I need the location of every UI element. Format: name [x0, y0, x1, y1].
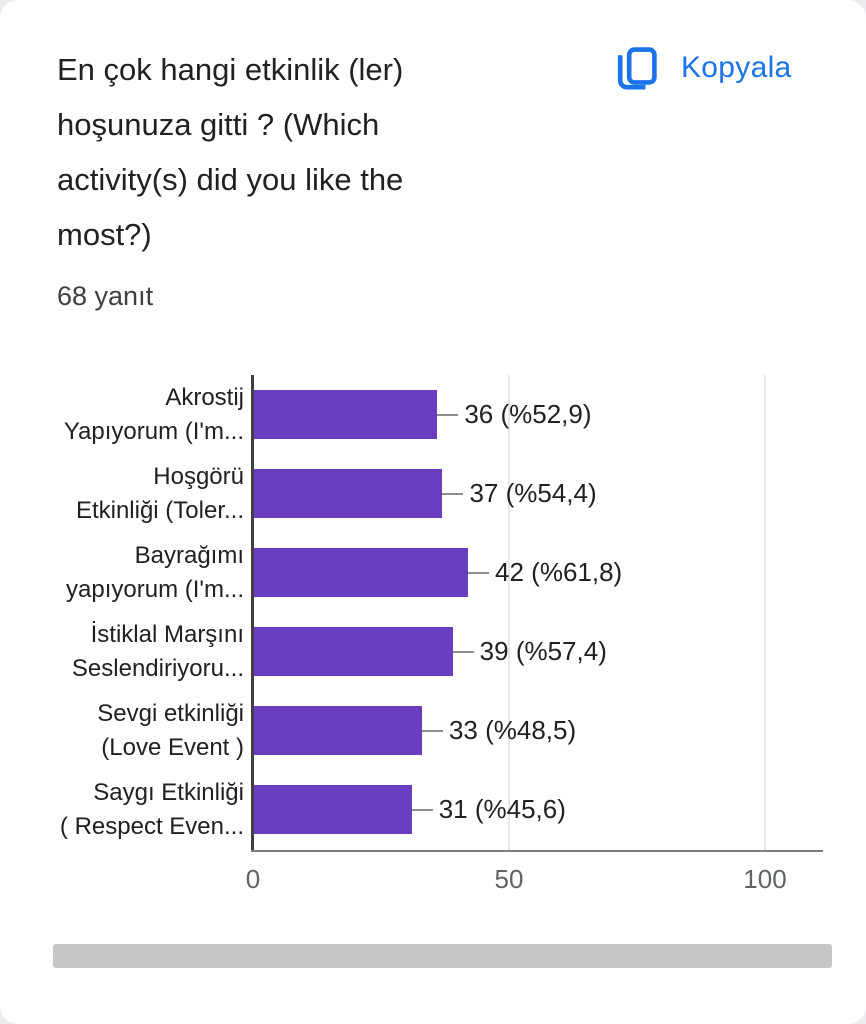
gridline — [764, 375, 766, 852]
category-label: Hoşgörü Etkinliği (Toler... — [75, 462, 244, 524]
leader-line — [421, 729, 443, 732]
leader-line — [468, 571, 490, 574]
leader-line — [437, 413, 459, 416]
x-tick-label: 100 — [743, 864, 787, 894]
bar-area: 39 (%57,4) — [253, 612, 866, 691]
value-label: 33 (%48,5) — [448, 715, 577, 745]
chart-row: Sevgi etkinliği (Love Event ) 33 (%48,5) — [0, 691, 866, 770]
bar-area: 31 (%45,6) — [253, 770, 866, 849]
copy-button-label: Kopyala — [681, 51, 792, 84]
copy-button[interactable]: Kopyala — [612, 44, 792, 92]
bar-area: 37 (%54,4) — [253, 454, 866, 533]
question-title: En çok hangi etkinlik (ler) hoşunuza gitt… — [57, 52, 404, 252]
category-label: Sevgi etkinliği (Love Event ) — [97, 699, 244, 761]
category-label: Saygı Etkinliği( Respect Even... — [59, 778, 244, 840]
bar — [253, 469, 443, 518]
x-axis-baseline — [251, 850, 823, 852]
bar — [253, 390, 438, 439]
category-label: İstiklal Marşını Seslendiriyoru... — [71, 620, 244, 682]
x-tick-label: 50 — [494, 864, 524, 894]
x-tick-label: 0 — [245, 864, 261, 894]
y-axis-line — [251, 375, 254, 852]
chart-row: Akrostij Yapıyorum (I'm... 36 (%52,9) — [0, 375, 866, 454]
bar-area: 36 (%52,9) — [253, 375, 866, 454]
chart-row: Saygı Etkinliği( Respect Even... 31 (%45… — [0, 770, 866, 849]
leader-line — [452, 650, 474, 653]
bar — [253, 706, 422, 755]
bar-area: 42 (%61,8) — [253, 533, 866, 612]
bar — [253, 548, 469, 597]
bar-area: 33 (%48,5) — [253, 691, 866, 770]
response-count: 68 yanıt — [57, 281, 154, 311]
value-label: 36 (%52,9) — [464, 399, 592, 429]
value-label: 31 (%45,6) — [438, 794, 566, 824]
chart-row: Hoşgörü Etkinliği (Toler... 37 (%54,4) — [0, 454, 866, 533]
horizontal-scrollbar-thumb[interactable] — [53, 944, 832, 968]
bar — [253, 627, 453, 676]
chart-row: Bayrağımı yapıyorum (I'm... 42 (%61,8) — [0, 533, 866, 612]
value-label: 37 (%54,4) — [469, 478, 597, 508]
value-label: 42 (%61,8) — [495, 557, 623, 587]
category-label: Akrostij Yapıyorum (I'm... — [63, 383, 244, 445]
bar-chart: Akrostij Yapıyorum (I'm... 36 (%52,9) Hoş… — [0, 375, 866, 894]
chart-row: İstiklal Marşını Seslendiriyoru... 39 (%5… — [0, 612, 866, 691]
bar — [253, 785, 412, 834]
category-label: Bayrağımı yapıyorum (I'm... — [66, 541, 244, 603]
value-label: 39 (%57,4) — [479, 636, 607, 666]
gridline — [508, 375, 510, 852]
copy-icon — [617, 47, 657, 90]
leader-line — [411, 808, 433, 811]
leader-line — [442, 492, 464, 495]
chart-rows: Akrostij Yapıyorum (I'm... 36 (%52,9) Hoş… — [0, 375, 866, 849]
